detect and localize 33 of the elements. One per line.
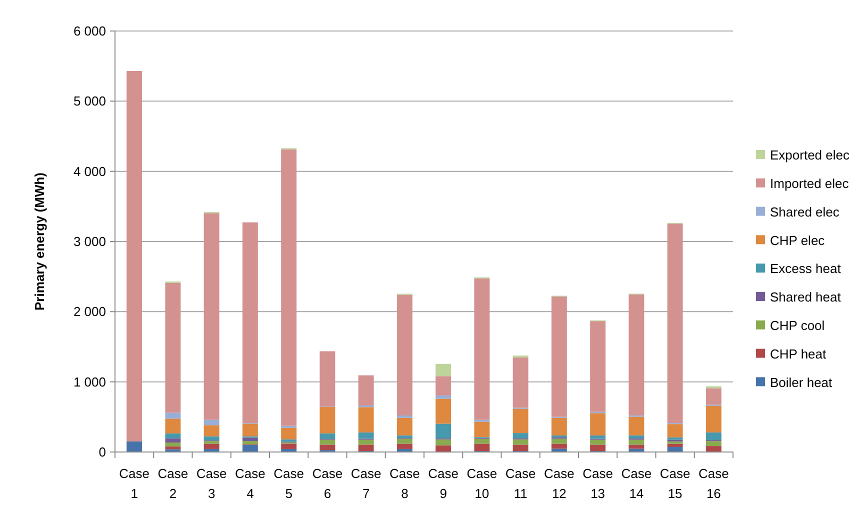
x-tick-label: Case 11 <box>505 466 536 501</box>
x-tick-label: Case 1 <box>119 466 150 501</box>
legend-label: Imported elec <box>770 176 850 191</box>
legend-label: CHP elec <box>770 232 826 248</box>
y-tick-label: 1 000 <box>73 374 106 390</box>
legend-label: Excess heat <box>770 261 842 276</box>
y-axis-title: Primary energy (MWh) <box>32 172 47 310</box>
y-tick-label: 4 000 <box>73 164 106 179</box>
y-tick-label: 6 000 <box>73 24 106 39</box>
legend-label: Shared heat <box>770 290 842 305</box>
x-tick-label: Case 4 <box>235 466 266 501</box>
y-tick-label: 5 000 <box>73 94 106 109</box>
x-tick-label: Case 7 <box>350 466 382 501</box>
y-tick-label: 2 000 <box>73 304 106 320</box>
y-tick-label: 3 000 <box>73 234 106 250</box>
x-tick-label: Case 5 <box>274 466 304 501</box>
legend-label: CHP cool <box>770 318 825 333</box>
x-tick-label: Case 10 <box>466 466 498 501</box>
x-tick-label: Case 6 <box>312 466 343 501</box>
x-tick-label: Case 8 <box>390 466 420 501</box>
x-tick-label: Case 13 <box>582 466 613 501</box>
x-tick-label: Case 2 <box>158 466 188 501</box>
legend-label: CHP heat <box>770 346 827 362</box>
legend-label: Exported elec <box>770 148 850 163</box>
x-tick-label: Case 14 <box>621 466 652 501</box>
x-tick-label: Case 15 <box>660 466 690 501</box>
legend-label: Shared elec <box>770 204 840 220</box>
x-tick-label: Case 9 <box>428 466 458 501</box>
x-tick-label: Case 12 <box>544 466 574 501</box>
y-tick-label: 0 <box>98 444 106 460</box>
x-tick-label: Case 16 <box>698 466 729 501</box>
legend-label: Boiler heat <box>770 374 833 390</box>
x-tick-label: Case 3 <box>196 466 227 501</box>
